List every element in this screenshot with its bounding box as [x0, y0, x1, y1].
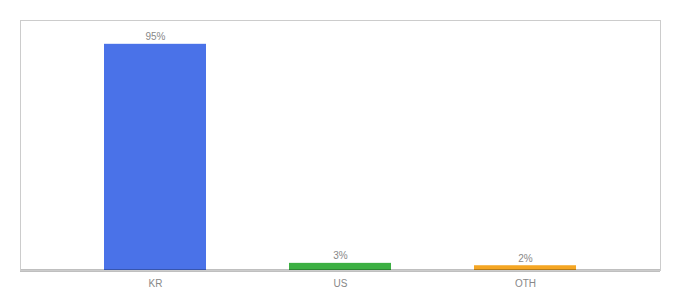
svg-text:OTH: OTH — [515, 278, 536, 289]
svg-text:95%: 95% — [145, 31, 165, 42]
svg-text:2%: 2% — [518, 253, 533, 264]
svg-text:3%: 3% — [333, 250, 348, 261]
svg-text:US: US — [334, 278, 348, 289]
svg-text:KR: KR — [149, 278, 163, 289]
